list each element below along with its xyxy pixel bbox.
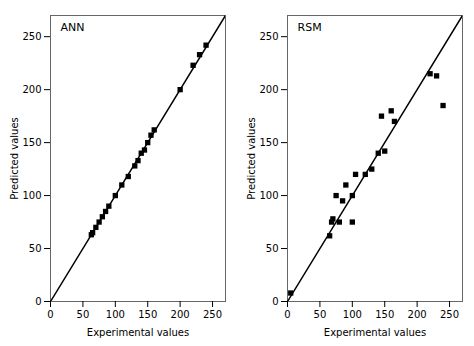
svg-text:150: 150 [22, 137, 41, 148]
svg-text:0: 0 [284, 309, 290, 320]
svg-text:150: 150 [259, 137, 278, 148]
svg-text:ANN: ANN [61, 21, 85, 34]
svg-text:50: 50 [266, 243, 279, 254]
svg-text:50: 50 [77, 309, 90, 320]
svg-text:50: 50 [29, 243, 42, 254]
svg-text:50: 50 [314, 309, 327, 320]
svg-text:150: 150 [138, 309, 157, 320]
svg-text:Predicted values: Predicted values [9, 117, 20, 200]
svg-text:150: 150 [375, 309, 394, 320]
svg-text:0: 0 [272, 296, 278, 307]
svg-text:100: 100 [343, 309, 362, 320]
svg-text:200: 200 [171, 309, 190, 320]
svg-text:100: 100 [22, 190, 41, 201]
svg-text:100: 100 [259, 190, 278, 201]
svg-text:Experimental values: Experimental values [324, 327, 426, 338]
svg-text:100: 100 [106, 309, 125, 320]
svg-text:200: 200 [22, 84, 41, 95]
svg-text:Experimental values: Experimental values [87, 327, 189, 338]
svg-text:200: 200 [408, 309, 427, 320]
svg-text:Predicted values: Predicted values [246, 117, 257, 200]
svg-text:0: 0 [35, 296, 41, 307]
svg-text:250: 250 [440, 309, 459, 320]
svg-text:RSM: RSM [298, 21, 322, 34]
svg-text:250: 250 [22, 31, 41, 42]
svg-text:200: 200 [259, 84, 278, 95]
svg-text:250: 250 [259, 31, 278, 42]
svg-text:0: 0 [47, 309, 53, 320]
svg-text:250: 250 [203, 309, 222, 320]
